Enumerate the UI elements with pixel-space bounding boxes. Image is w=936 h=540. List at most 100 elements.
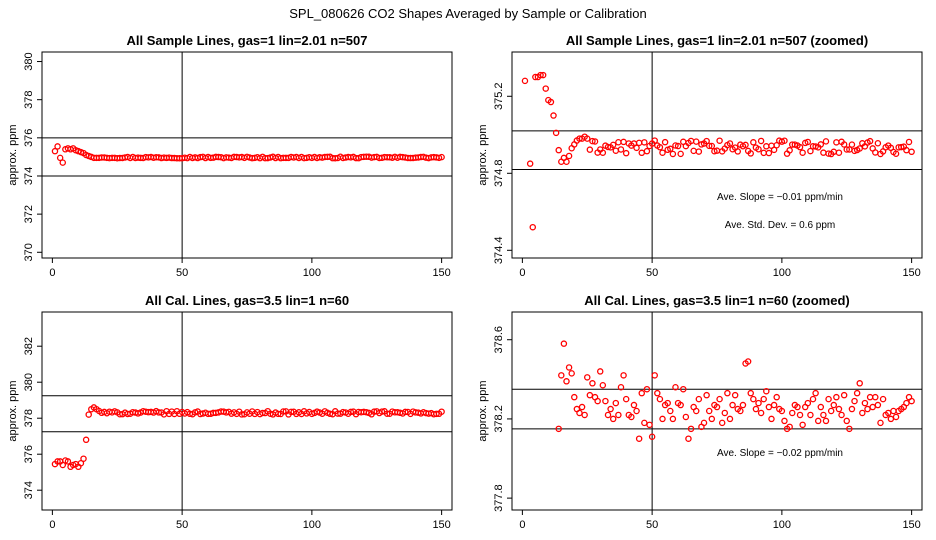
data-point	[731, 391, 739, 399]
data-point	[560, 340, 568, 347]
annotation: Ave. Slope = −0.01 ppm/min	[717, 192, 843, 203]
data-point	[846, 425, 853, 433]
annotation: Ave. Slope = −0.02 ppm/min	[717, 448, 843, 459]
data-point	[794, 403, 801, 411]
data-point	[51, 147, 59, 155]
data-point	[848, 141, 856, 148]
data-point	[786, 423, 793, 431]
data-point	[529, 223, 537, 231]
data-point	[659, 415, 666, 423]
panel-title: All Cal. Lines, gas=3.5 lin=1 n=60	[145, 293, 349, 308]
data-point	[817, 403, 825, 411]
data-point	[874, 140, 882, 147]
data-point	[716, 137, 723, 144]
data-point	[755, 145, 762, 153]
data-point	[558, 372, 565, 379]
data-point	[734, 148, 742, 155]
data-point	[809, 395, 817, 403]
data-point	[718, 419, 726, 427]
data-point	[820, 411, 827, 419]
data-point	[856, 145, 863, 152]
data-point	[578, 403, 586, 411]
data-point	[843, 417, 850, 425]
data-point	[853, 389, 861, 397]
data-point	[378, 408, 386, 415]
data-point	[643, 147, 651, 155]
panel-4: All Cal. Lines, gas=3.5 lin=1 n=60 (zoom…	[477, 293, 923, 531]
data-point	[54, 143, 61, 150]
data-point	[622, 395, 630, 403]
data-point	[825, 395, 832, 403]
data-point	[885, 409, 892, 417]
data-point	[804, 138, 812, 146]
data-point	[705, 407, 713, 415]
x-tick-label: 50	[176, 519, 188, 531]
data-point	[539, 71, 547, 79]
x-tick-label: 0	[49, 267, 55, 279]
y-tick-label: 374.4	[493, 237, 505, 265]
data-point	[651, 372, 658, 379]
data-point	[879, 395, 887, 403]
data-point	[638, 149, 645, 157]
data-point	[581, 411, 588, 419]
panel-1: All Sample Lines, gas=1 lin=2.01 n=507 0 5…	[7, 33, 453, 279]
data-point	[656, 395, 664, 403]
data-point	[877, 419, 884, 427]
data-point	[589, 380, 596, 387]
x-tick-label: 0	[49, 519, 55, 531]
data-point	[705, 142, 713, 150]
plot-frame	[41, 311, 453, 511]
data-point	[521, 77, 529, 85]
x-tick-label: 150	[432, 267, 450, 279]
data-point	[565, 152, 573, 160]
data-point	[599, 382, 607, 389]
data-point	[609, 415, 617, 423]
data-point	[641, 139, 648, 146]
data-point	[833, 139, 840, 146]
data-point	[620, 138, 627, 146]
data-point	[643, 385, 651, 393]
data-point	[648, 433, 656, 440]
data-point	[64, 458, 72, 465]
data-point	[861, 399, 869, 407]
data-point	[555, 425, 562, 433]
data-point	[669, 150, 677, 158]
data-point	[584, 374, 591, 381]
x-tick-label: 150	[902, 519, 920, 531]
data-point	[695, 395, 703, 403]
data-point	[622, 149, 630, 157]
data-point	[656, 143, 664, 151]
data-point	[604, 411, 612, 419]
data-point	[667, 407, 674, 415]
data-point	[674, 142, 682, 150]
data-point	[807, 147, 814, 155]
data-point	[843, 146, 850, 153]
data-point	[56, 154, 64, 162]
data-point	[630, 401, 638, 409]
data-point	[892, 413, 900, 421]
data-point	[383, 410, 391, 417]
data-point	[586, 391, 594, 399]
y-tick-label: 370	[23, 243, 35, 261]
data-point	[641, 419, 648, 427]
data-point	[695, 148, 703, 155]
data-point	[526, 160, 534, 167]
data-point	[659, 149, 666, 156]
data-point	[781, 137, 788, 144]
y-tick-label: 377.8	[493, 484, 505, 512]
data-point	[747, 150, 754, 157]
data-point	[716, 395, 723, 403]
data-point	[711, 147, 718, 155]
data-point	[781, 417, 788, 425]
data-point	[85, 411, 92, 418]
data-point	[438, 408, 445, 415]
data-point	[633, 144, 640, 152]
data-point	[887, 415, 895, 423]
data-point	[903, 399, 910, 407]
data-point	[615, 138, 622, 146]
x-tick-label: 0	[519, 267, 525, 279]
data-point	[708, 415, 716, 423]
data-point	[54, 458, 61, 465]
data-point	[669, 415, 677, 423]
